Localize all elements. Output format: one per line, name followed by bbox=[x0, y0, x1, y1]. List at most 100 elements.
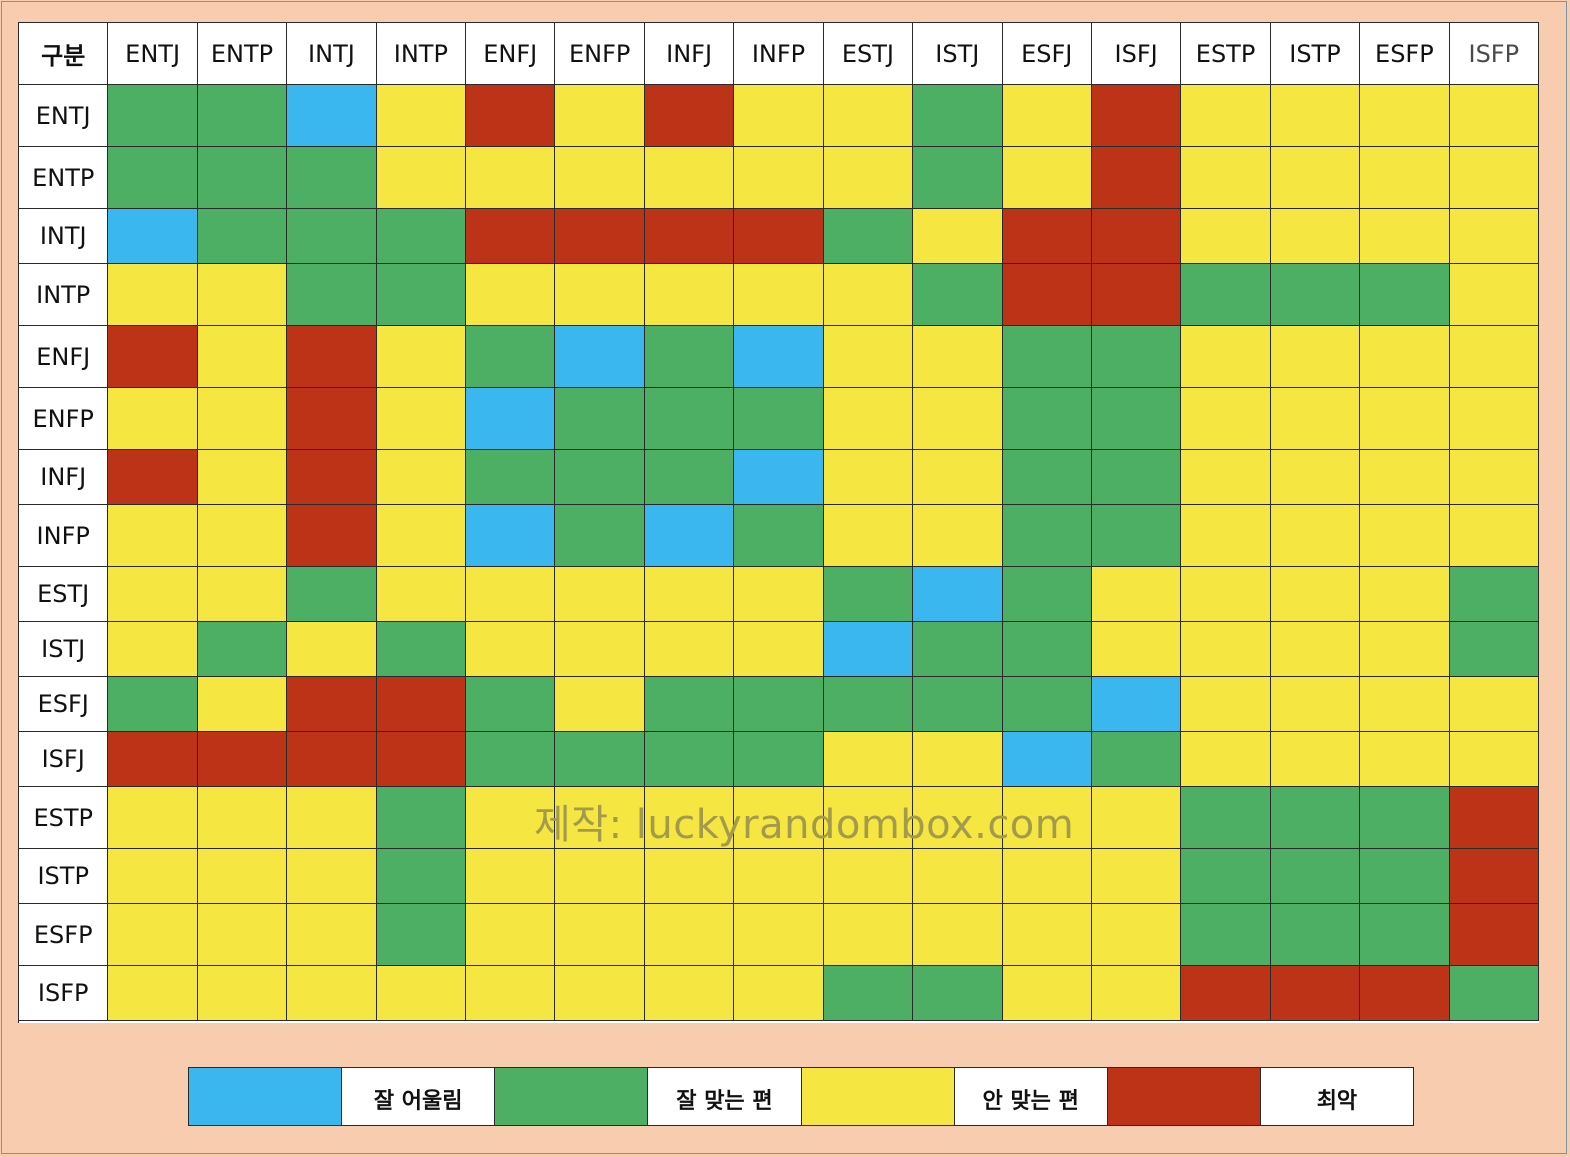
heatmap-cell-infj-enfj bbox=[466, 450, 556, 505]
heatmap-cell-infj-estp bbox=[1181, 450, 1271, 505]
heatmap-cell-infp-isfj bbox=[1091, 505, 1182, 567]
heatmap-cell-esfj-estp bbox=[1181, 677, 1271, 732]
heatmap-cell-isfj-infp bbox=[734, 732, 824, 787]
heatmap-cell-entj-infp bbox=[734, 85, 824, 147]
legend-swatch-r bbox=[1107, 1068, 1261, 1125]
heatmap-cell-entj-esfj bbox=[1002, 85, 1092, 147]
heatmap-cell-isfj-estj bbox=[823, 732, 914, 787]
heatmap-cell-esfj-esfj bbox=[1002, 677, 1092, 732]
heatmap-cell-infj-enfp bbox=[555, 450, 645, 505]
heatmap-cell-estj-intj bbox=[287, 567, 377, 622]
heatmap-cell-infj-intj bbox=[287, 450, 377, 505]
heatmap-cell-entp-enfj bbox=[466, 147, 556, 209]
heatmap-cell-estp-enfp bbox=[555, 787, 645, 849]
heatmap-cell-isfp-estj bbox=[823, 966, 914, 1021]
heatmap-cell-istp-intp bbox=[376, 849, 467, 904]
heatmap-cell-estj-intp bbox=[376, 567, 467, 622]
heatmap-cell-infj-infj bbox=[644, 450, 735, 505]
heatmap-cell-isfp-istp bbox=[1270, 966, 1361, 1021]
heatmap-cell-istp-isfp bbox=[1449, 849, 1539, 904]
heatmap-cell-enfp-isfp bbox=[1449, 388, 1539, 450]
heatmap-cell-intj-isfj bbox=[1091, 209, 1182, 264]
heatmap-cell-esfp-esfj bbox=[1002, 904, 1092, 966]
heatmap-cell-entp-esfj bbox=[1002, 147, 1092, 209]
heatmap-cell-infj-entj bbox=[108, 450, 198, 505]
heatmap-cell-infj-entp bbox=[197, 450, 288, 505]
heatmap-cell-enfj-enfj bbox=[466, 326, 556, 388]
heatmap-cell-esfp-estp bbox=[1181, 904, 1271, 966]
heatmap-cell-enfp-estp bbox=[1181, 388, 1271, 450]
heatmap-cell-esfj-istj bbox=[913, 677, 1003, 732]
heatmap-cell-istp-enfp bbox=[555, 849, 645, 904]
heatmap-cell-esfp-intj bbox=[287, 904, 377, 966]
heatmap-cell-isfp-enfp bbox=[555, 966, 645, 1021]
heatmap-cell-intj-intp bbox=[376, 209, 467, 264]
heatmap-cell-isfp-isfp bbox=[1449, 966, 1539, 1021]
heatmap-cell-istp-isfj bbox=[1091, 849, 1182, 904]
heatmap-cell-istj-esfj bbox=[1002, 622, 1092, 677]
heatmap-cell-intp-intj bbox=[287, 264, 377, 326]
heatmap-cell-enfp-intj bbox=[287, 388, 377, 450]
heatmap-cell-enfj-entp bbox=[197, 326, 288, 388]
column-header-intj: INTJ bbox=[287, 23, 377, 85]
heatmap-cell-isfj-enfj bbox=[466, 732, 556, 787]
heatmap-cell-isfp-entj bbox=[108, 966, 198, 1021]
heatmap-cell-esfj-intj bbox=[287, 677, 377, 732]
heatmap-cell-esfj-esfp bbox=[1360, 677, 1450, 732]
heatmap-cell-enfp-esfp bbox=[1360, 388, 1450, 450]
heatmap-cell-entj-istp bbox=[1270, 85, 1361, 147]
heatmap-cell-enfp-entj bbox=[108, 388, 198, 450]
heatmap-cell-intj-isfp bbox=[1449, 209, 1539, 264]
heatmap-cell-entj-intp bbox=[376, 85, 467, 147]
heatmap-cell-istj-isfj bbox=[1091, 622, 1182, 677]
heatmap-cell-esfj-isfp bbox=[1449, 677, 1539, 732]
heatmap-cell-estp-istp bbox=[1270, 787, 1361, 849]
heatmap-cell-istp-estj bbox=[823, 849, 914, 904]
heatmap-cell-infp-entj bbox=[108, 505, 198, 567]
heatmap-cell-estj-infj bbox=[644, 567, 735, 622]
row-header-estj: ESTJ bbox=[19, 567, 109, 622]
heatmap-cell-entp-estj bbox=[823, 147, 914, 209]
heatmap-cell-isfj-entj bbox=[108, 732, 198, 787]
heatmap-cell-enfj-estp bbox=[1181, 326, 1271, 388]
heatmap-cell-enfp-entp bbox=[197, 388, 288, 450]
heatmap-cell-entp-esfp bbox=[1360, 147, 1450, 209]
heatmap-cell-esfp-istj bbox=[913, 904, 1003, 966]
heatmap-cell-estp-entp bbox=[197, 787, 288, 849]
heatmap-cell-esfp-entp bbox=[197, 904, 288, 966]
row-header-esfp: ESFP bbox=[19, 904, 109, 966]
heatmap-cell-istp-istp bbox=[1270, 849, 1361, 904]
heatmap-cell-istp-enfj bbox=[466, 849, 556, 904]
heatmap-cell-estj-infp bbox=[734, 567, 824, 622]
column-header-estp: ESTP bbox=[1181, 23, 1271, 85]
column-header-istp: ISTP bbox=[1270, 23, 1361, 85]
heatmap-cell-isfp-istj bbox=[913, 966, 1003, 1021]
heatmap-cell-entj-enfp bbox=[555, 85, 645, 147]
heatmap-cell-istj-istj bbox=[913, 622, 1003, 677]
legend-swatch-g bbox=[495, 1068, 649, 1125]
heatmap-cell-estj-isfj bbox=[1091, 567, 1182, 622]
heatmap-cell-isfp-esfp bbox=[1360, 966, 1450, 1021]
heatmap-cell-istj-entj bbox=[108, 622, 198, 677]
heatmap-cell-intp-enfp bbox=[555, 264, 645, 326]
heatmap-cell-esfp-enfj bbox=[466, 904, 556, 966]
heatmap-cell-intp-esfp bbox=[1360, 264, 1450, 326]
heatmap-cell-istj-infp bbox=[734, 622, 824, 677]
heatmap-cell-enfp-enfp bbox=[555, 388, 645, 450]
heatmap-cell-entj-infj bbox=[644, 85, 735, 147]
heatmap-cell-isfj-isfp bbox=[1449, 732, 1539, 787]
heatmap-cell-enfj-esfp bbox=[1360, 326, 1450, 388]
heatmap-cell-infj-istj bbox=[913, 450, 1003, 505]
row-header-istp: ISTP bbox=[19, 849, 109, 904]
heatmap-cell-entp-isfp bbox=[1449, 147, 1539, 209]
row-header-infp: INFP bbox=[19, 505, 109, 567]
heatmap-cell-enfj-infp bbox=[734, 326, 824, 388]
heatmap-cell-istp-infj bbox=[644, 849, 735, 904]
heatmap-cell-estp-infp bbox=[734, 787, 824, 849]
heatmap-cell-intj-intj bbox=[287, 209, 377, 264]
heatmap-cell-istp-esfp bbox=[1360, 849, 1450, 904]
legend-label-b: 잘 어울림 bbox=[342, 1068, 496, 1125]
heatmap-cell-intj-infj bbox=[644, 209, 735, 264]
heatmap-cell-intp-isfp bbox=[1449, 264, 1539, 326]
column-header-estj: ESTJ bbox=[823, 23, 914, 85]
